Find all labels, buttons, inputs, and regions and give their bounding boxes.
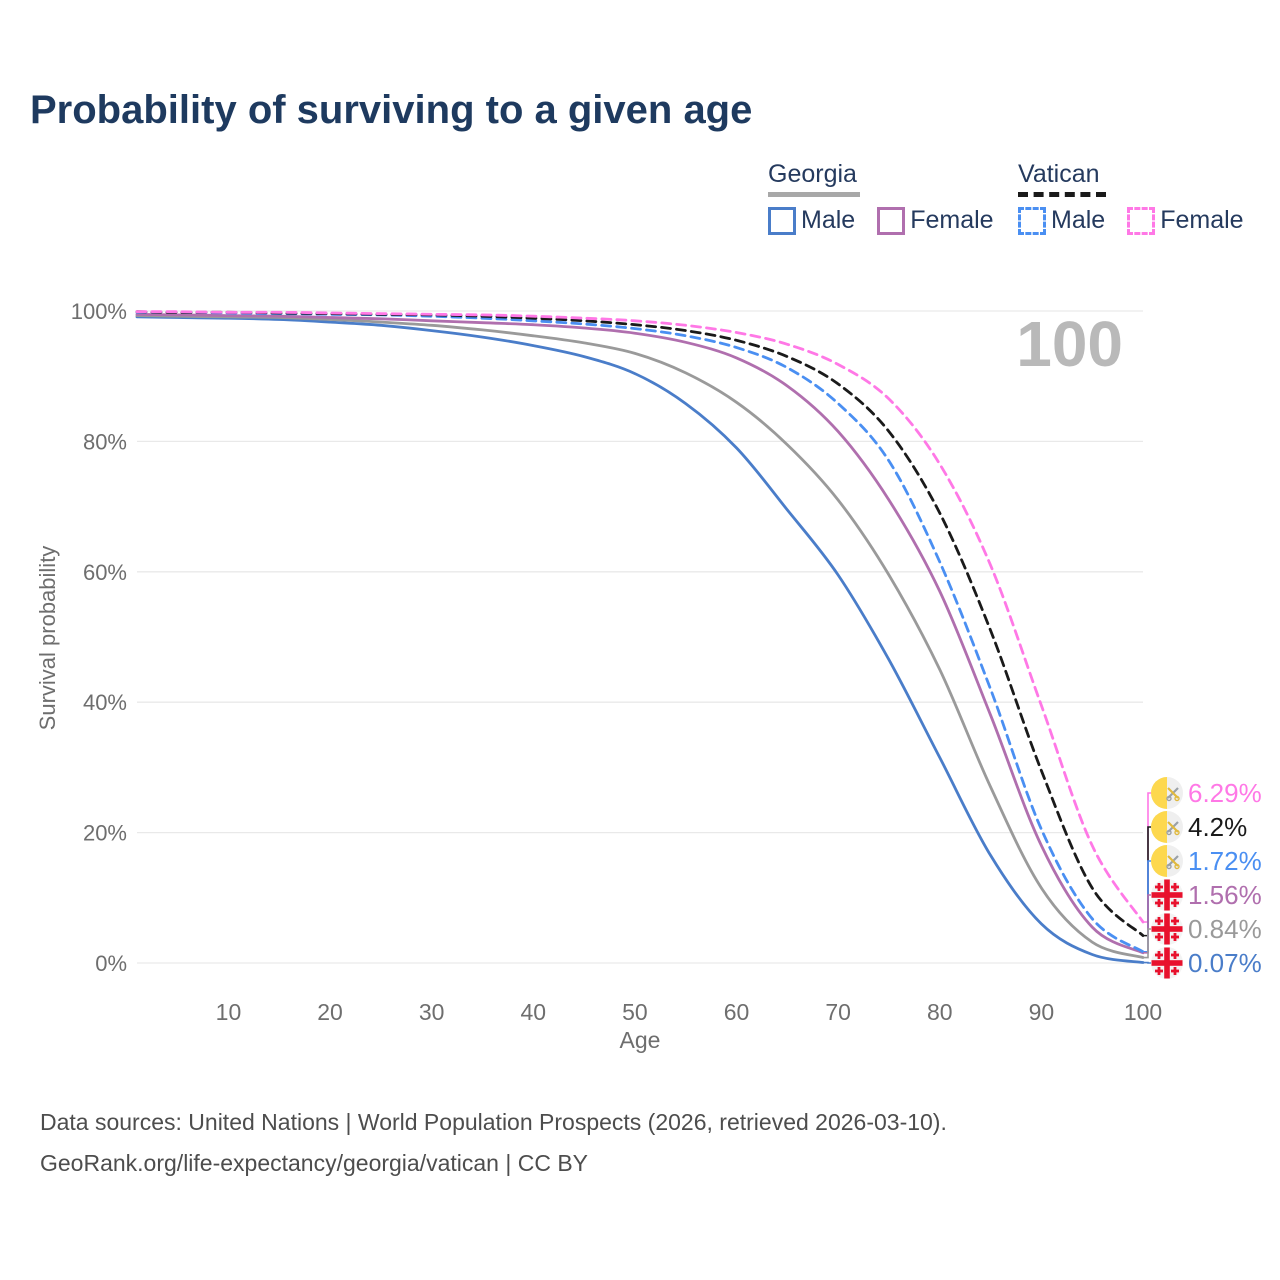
legend-header-georgia: Georgia [768,160,857,188]
x-tick-label: 20 [317,999,343,1025]
vatican-female-swatch-icon [1127,206,1156,235]
vatican-flag-icon [1151,845,1183,877]
georgia-flag-icon [1151,913,1183,945]
end-label-georgia-female: 1.56% [1188,880,1262,910]
y-tick-label: 100% [71,299,127,324]
georgia-male-swatch-icon [768,206,796,235]
legend-label: Male [1051,206,1106,234]
x-tick-label: 70 [825,999,851,1025]
end-label-connector [1143,792,1151,923]
x-tick-label: 80 [927,999,953,1025]
flag-key-bow [1166,829,1172,836]
vatican-flag-icon [1151,811,1183,843]
vatican-male-swatch-icon [1018,206,1046,235]
georgia-solid-line-sample [768,192,860,197]
legend-item-vatican-female[interactable]: Female [1127,206,1244,235]
flag-minicross [1173,933,1177,941]
end-label-georgia-male: 0.07% [1188,948,1262,978]
flag-minicross [1157,951,1161,959]
flag-minicross [1157,933,1161,941]
page-title: Probability of surviving to a given age [30,88,753,132]
flag-key-bow [1166,795,1172,802]
legend-group-georgia: Georgia Male Female [768,160,994,235]
curve-vatican-both[interactable] [135,310,1145,937]
x-tick-label: 50 [622,999,648,1025]
end-label-vatican-female: 6.29% [1188,778,1262,808]
x-tick-label: 10 [216,999,242,1025]
flag-cross [1164,879,1170,911]
flag-minicross [1173,899,1177,907]
end-label-vatican-male: 1.72% [1188,846,1262,876]
flag-half [1151,845,1167,877]
flag-half [1151,777,1167,809]
georgia-flag-icon [1151,879,1183,911]
flag-minicross [1157,917,1161,925]
curve-vatican-female[interactable] [135,310,1145,924]
x-tick-label: 100 [1124,999,1162,1025]
legend-item-vatican-male[interactable]: Male [1018,206,1105,235]
legend-label: Female [1160,206,1244,234]
flag-minicross [1157,883,1161,891]
end-label-vatican-both: 4.2% [1188,812,1247,842]
flag-cross [1164,947,1170,979]
vatican-flag-icon [1151,777,1183,809]
flag-cross [1164,913,1170,945]
x-tick-label: 30 [419,999,445,1025]
y-tick-label: 60% [83,560,127,585]
curve-georgia-male[interactable] [135,315,1145,964]
georgia-flag-icon [1151,947,1183,979]
y-tick-label: 0% [95,951,127,976]
age-counter-watermark: 100 [1016,308,1123,380]
end-label-connector [1143,894,1151,954]
y-tick-label: 20% [83,821,127,846]
data-sources-line: Data sources: United Nations | World Pop… [40,1109,947,1135]
end-label-georgia-both: 0.84% [1188,914,1262,944]
end-label-connector [1143,826,1151,937]
curve-georgia-both[interactable] [135,314,1145,959]
legend-header-vatican: Vatican [1018,160,1100,188]
flag-minicross [1173,967,1177,975]
flag-key-bow [1174,829,1180,836]
end-label-connector [1143,928,1151,959]
flag-key-bow [1174,795,1180,802]
footer: Data sources: United Nations | World Pop… [40,1102,947,1184]
legend-group-vatican: Vatican Male Female [1018,160,1244,235]
flag-half [1151,811,1167,843]
legend-label: Female [910,206,994,234]
flag-key-bow [1174,863,1180,870]
y-tick-label: 80% [83,429,127,454]
attribution-line: GeoRank.org/life-expectancy/georgia/vati… [40,1150,589,1176]
x-tick-label: 40 [521,999,547,1025]
flag-minicross [1173,917,1177,925]
flag-minicross [1173,883,1177,891]
x-axis-title: Age [619,1027,661,1053]
legend-label: Male [801,206,856,234]
georgia-female-swatch-icon [877,206,906,235]
curve-georgia-female[interactable] [135,312,1145,955]
y-tick-label: 40% [83,690,127,715]
flag-key-bow [1166,863,1172,870]
flag-minicross [1157,899,1161,907]
legend-item-georgia-male[interactable]: Male [768,206,855,235]
flag-minicross [1157,967,1161,975]
end-label-connector [1143,860,1151,953]
flag-minicross [1173,951,1177,959]
legend-item-georgia-female[interactable]: Female [877,206,994,235]
x-tick-label: 90 [1029,999,1055,1025]
vatican-dashed-line-sample [1018,192,1106,197]
x-tick-label: 60 [724,999,750,1025]
y-axis-title: Survival probability [35,545,60,731]
